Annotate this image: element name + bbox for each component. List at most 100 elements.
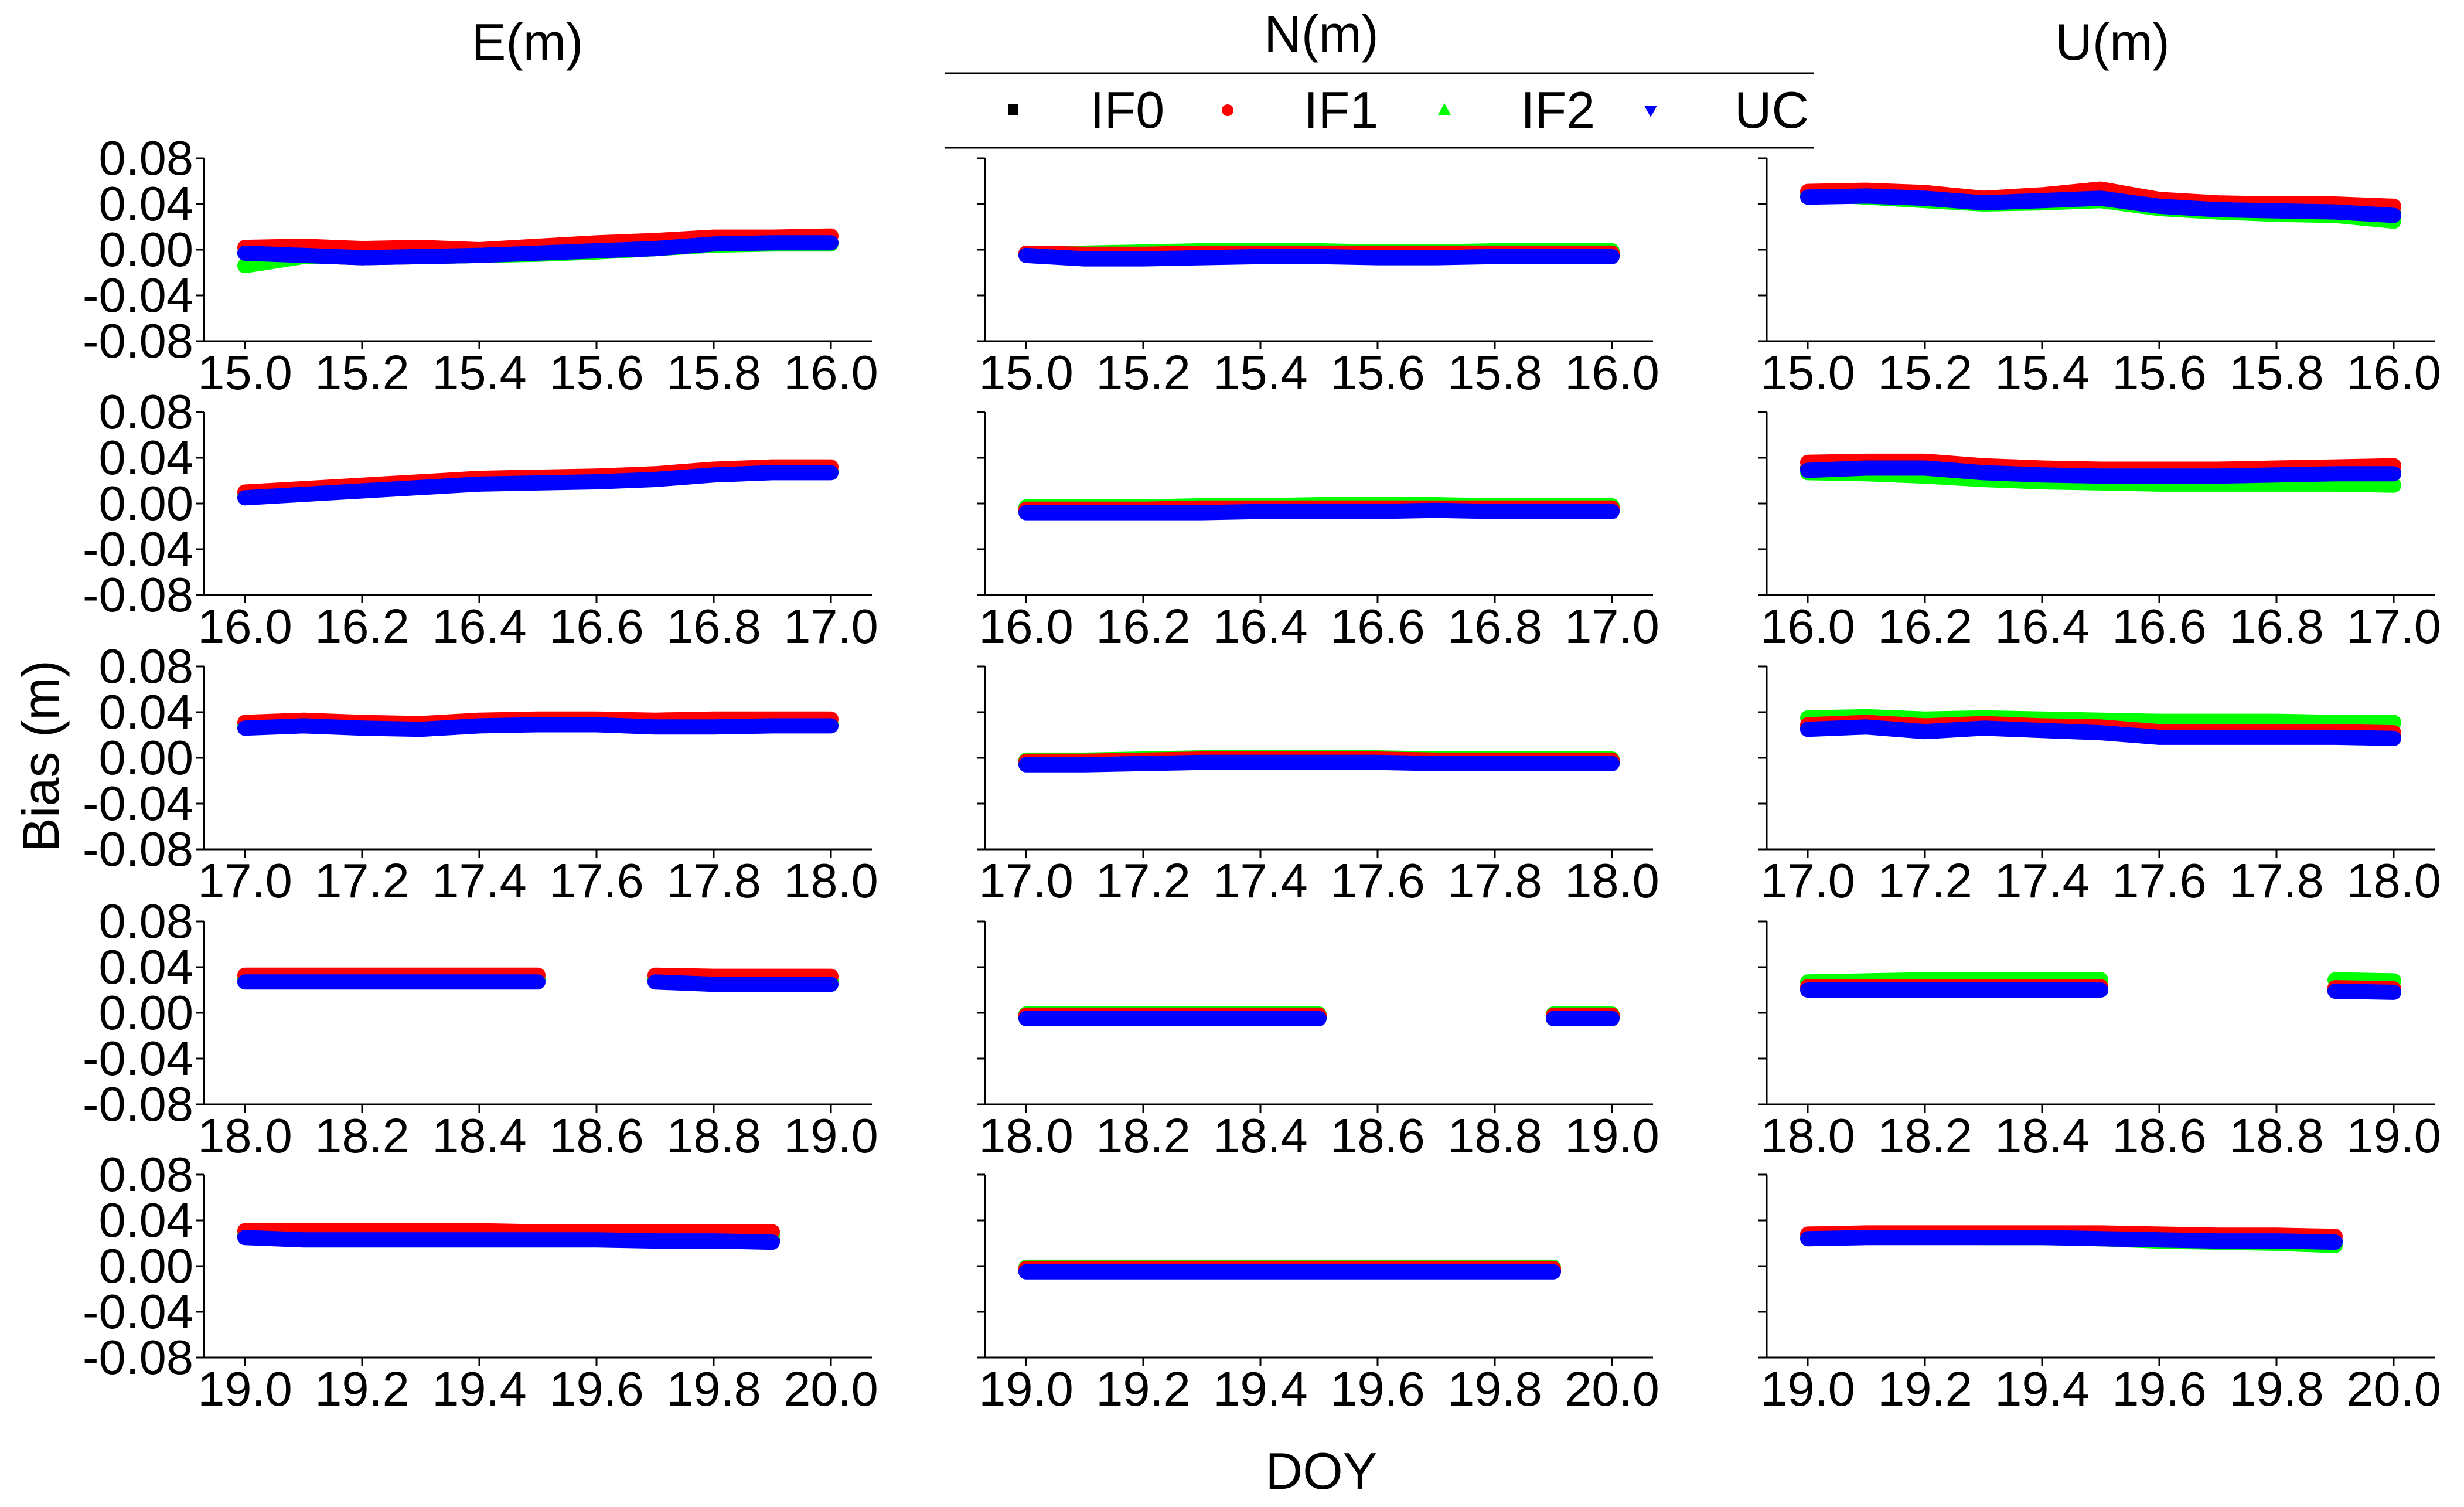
panel-n-2-series-uc (1018, 502, 1620, 521)
panel-n-1-x-tick-label: 15.4 (1213, 345, 1308, 400)
panel-e-2-x-tick-label: 16.0 (197, 599, 292, 654)
panel-u-5-x-tick-label: 20.0 (2346, 1362, 2441, 1416)
panel-n-4-x-tick-label: 18.6 (1330, 1108, 1425, 1163)
panel-e-2-y-tick-label: -0.04 (83, 522, 193, 576)
legend-marker-if2 (1438, 103, 1451, 115)
panel-n-2-x-tick-label: 16.8 (1447, 599, 1542, 654)
panel-u-2: 16.0 16.2 16.4 16.6 16.8 17.0 (1758, 411, 2441, 654)
panel-e-3-y-tick-label: 0.08 (98, 639, 193, 693)
panel-e-5-x-tick-label: 19.0 (197, 1362, 292, 1416)
panel-u-5: 19.0 19.2 19.4 19.6 19.8 20.0 (1758, 1173, 2441, 1416)
panel-e-5-y-tick-label: 0.08 (98, 1147, 193, 1202)
panel-e-3-series-uc (237, 717, 839, 737)
panel-e-3-y-tick-label: 0.04 (98, 685, 193, 739)
panel-u-2-x-tick-label: 16.2 (1877, 599, 1972, 654)
panel-u-3-x-tick-label: 18.0 (2346, 853, 2441, 908)
panel-e-1-x-tick-label: 15.6 (549, 345, 644, 400)
panel-e-5-x-tick-label: 20.0 (783, 1362, 878, 1416)
panel-e-1-y-tick-label: -0.08 (83, 314, 193, 368)
panel-n-1-x-tick-label: 15.8 (1447, 345, 1542, 400)
panel-u-5-x-tick-label: 19.8 (2229, 1362, 2324, 1416)
panel-u-1-x-tick-label: 16.0 (2346, 345, 2441, 400)
panel-e-4-y-tick-label: -0.08 (83, 1077, 193, 1131)
panel-e-1-x-tick-label: 16.0 (783, 345, 878, 400)
panel-u-5-x-tick-label: 19.6 (2112, 1362, 2207, 1416)
panel-e-4-x-tick-label: 18.0 (197, 1108, 292, 1163)
panel-e-5-y-tick-label: -0.08 (83, 1330, 193, 1384)
panel-n-2-x-tick-label: 16.2 (1096, 599, 1191, 654)
panel-e-3-y-tick-label: -0.08 (83, 822, 193, 876)
panel-n-3-x-tick-label: 17.6 (1330, 853, 1425, 908)
panel-e-2-x-tick-label: 16.2 (315, 599, 410, 654)
legend-label-if2: IF2 (1521, 81, 1595, 139)
panel-e-2-y-tick-label: 0.08 (98, 385, 193, 439)
panel-u-3-x-tick-label: 17.4 (1995, 853, 2090, 908)
panel-u-3-series-uc (1800, 719, 2401, 746)
panel-e-4-x-tick-label: 18.6 (549, 1108, 644, 1163)
panel-n-5-x-tick-label: 19.0 (979, 1362, 1073, 1416)
panel-u-3-x-tick-label: 17.2 (1877, 853, 1972, 908)
panel-n-4-x-tick-label: 18.2 (1096, 1108, 1191, 1163)
panel-u-2-x-tick-label: 17.0 (2346, 599, 2441, 654)
panel-e-3-x-tick-label: 17.6 (549, 853, 644, 908)
panel-n-4-x-tick-label: 19.0 (1565, 1108, 1659, 1163)
panel-n-1-x-tick-label: 15.6 (1330, 345, 1425, 400)
panel-u-1-x-tick-label: 15.0 (1760, 345, 1855, 400)
panel-e-5-x-tick-label: 19.4 (432, 1362, 527, 1416)
panel-e-2-x-tick-label: 16.8 (666, 599, 761, 654)
panel-n-5-x-tick-label: 19.6 (1330, 1362, 1425, 1416)
panel-e-1-series-uc (237, 235, 839, 266)
panel-u-3-x-tick-label: 17.6 (2112, 853, 2207, 908)
panel-e-4-y-tick-label: 0.00 (98, 985, 193, 1040)
panel-u-5-x-tick-label: 19.4 (1995, 1362, 2090, 1416)
legend-marker-if0 (1008, 104, 1018, 115)
panel-n-5-x-tick-label: 20.0 (1565, 1362, 1659, 1416)
panel-e-3-x-tick-label: 17.4 (432, 853, 527, 908)
panel-e-1-x-tick-label: 15.4 (432, 345, 527, 400)
panel-u-4-x-tick-label: 18.8 (2229, 1108, 2324, 1163)
panel-e-1-x-tick-label: 15.2 (315, 345, 410, 400)
panel-n-2-x-tick-label: 17.0 (1565, 599, 1659, 654)
panel-u-5-series-uc (1800, 1230, 2343, 1250)
panel-u-2-x-tick-label: 16.0 (1760, 599, 1855, 654)
panel-u-1-x-tick-label: 15.8 (2229, 345, 2324, 400)
panel-n-4-x-tick-label: 18.8 (1447, 1108, 1542, 1163)
panel-e-5-x-tick-label: 19.6 (549, 1362, 644, 1416)
panel-u-1-x-tick-label: 15.2 (1877, 345, 1972, 400)
legend-label-uc: UC (1734, 81, 1809, 139)
panel-u-2-x-tick-label: 16.6 (2112, 599, 2207, 654)
panel-n-3-x-tick-label: 17.2 (1096, 853, 1191, 908)
panel-e-3-x-tick-label: 17.8 (666, 853, 761, 908)
panel-u-2-series-uc (1800, 460, 2401, 484)
panel-e-2-series-uc (237, 465, 839, 506)
panel-n-3-x-tick-label: 17.0 (979, 853, 1073, 908)
panel-e-2-x-tick-label: 17.0 (783, 599, 878, 654)
panel-e-4-x-tick-label: 18.4 (432, 1108, 527, 1163)
panel-u-1-x-tick-label: 15.4 (1995, 345, 2090, 400)
panel-e-4-y-tick-label: 0.04 (98, 940, 193, 994)
panel-n-3: 17.0 17.2 17.4 17.6 17.8 18.0 (977, 665, 1659, 908)
panel-n-1-x-tick-label: 16.0 (1565, 345, 1659, 400)
panel-u-1-x-tick-label: 15.6 (2112, 345, 2207, 400)
panel-n-3-series-uc (1018, 754, 1620, 773)
legend: IF0 IF1 IF2 UC (945, 72, 1814, 149)
panel-n-2-x-tick-label: 16.0 (979, 599, 1073, 654)
column-title-n: N(m) (1264, 5, 1378, 63)
legend-label-if0: IF0 (1090, 81, 1164, 139)
panel-e-1-x-tick-label: 15.0 (197, 345, 292, 400)
panel-u-4: 18.0 18.2 18.4 18.6 18.8 19.0 (1758, 920, 2441, 1163)
panel-e-4-x-tick-label: 19.0 (783, 1108, 878, 1163)
legend-marker-if1 (1222, 104, 1233, 116)
panel-n-3-x-tick-label: 17.4 (1213, 853, 1308, 908)
x-axis-title: DOY (1266, 1442, 1378, 1500)
panel-e-2-y-tick-label: 0.04 (98, 430, 193, 485)
panel-n-3-x-tick-label: 18.0 (1565, 853, 1659, 908)
panel-e-5-y-tick-label: 0.04 (98, 1193, 193, 1247)
panel-e-2-y-tick-label: -0.08 (83, 567, 193, 622)
panel-u-4-x-tick-label: 18.0 (1760, 1108, 1855, 1163)
panel-e-4-y-tick-label: 0.08 (98, 894, 193, 948)
panel-e-4-x-tick-label: 18.8 (666, 1108, 761, 1163)
panel-e-5-series-uc (237, 1230, 780, 1250)
